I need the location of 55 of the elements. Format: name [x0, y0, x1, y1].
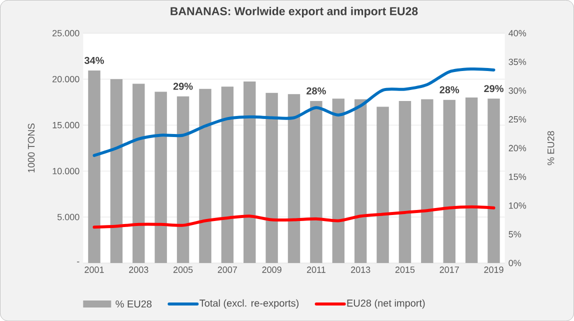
- y2-tick-label: 0%: [508, 260, 522, 266]
- bar: [421, 99, 434, 263]
- x-tick-label: 2003: [129, 266, 148, 273]
- legend-label: Total (excl. re-exports): [200, 299, 298, 309]
- bar: [110, 79, 123, 263]
- x-tick-label: 2017: [440, 266, 459, 273]
- y-tick-label: 20.000: [52, 76, 80, 82]
- bar: [465, 97, 478, 263]
- line-series: [92, 205, 496, 229]
- bar: [176, 96, 190, 263]
- x-tick-label: 2009: [262, 266, 282, 273]
- data-label: 29%: [484, 85, 504, 92]
- y-tick-label: 10.000: [52, 168, 80, 174]
- bar: [488, 98, 500, 263]
- x-tick-label: 2007: [218, 266, 237, 273]
- bar: [221, 86, 234, 263]
- bar: [266, 92, 278, 263]
- y2-tick-label: 30%: [508, 87, 526, 94]
- y2-tick-label: 40%: [508, 30, 526, 36]
- y-tick-label: 15.000: [52, 122, 80, 128]
- y-tick-label: 25.000: [52, 30, 80, 36]
- data-label: 29%: [173, 82, 193, 90]
- data-label: 34%: [84, 56, 104, 64]
- x-tick-label: 2001: [84, 266, 104, 273]
- y-axis-title: 1000 TONS: [28, 123, 35, 172]
- x-tick-label: 2015: [395, 266, 415, 273]
- x-tick-label: 2019: [484, 266, 504, 273]
- legend-label: EU28 (net import): [347, 299, 425, 309]
- data-label: 28%: [440, 86, 460, 94]
- bar: [199, 88, 212, 263]
- legend-label: % EU28: [116, 300, 152, 308]
- y2-tick-label: 10%: [509, 202, 526, 209]
- y2-tick-label: 20%: [508, 144, 526, 152]
- y2-tick-label: 25%: [508, 116, 526, 122]
- bar: [154, 92, 167, 263]
- bar: [132, 84, 145, 263]
- data-label: 28%: [306, 87, 326, 94]
- bar: [88, 70, 100, 263]
- x-tick-label: 2013: [351, 266, 370, 273]
- y2-tick-label: 5%: [508, 231, 522, 238]
- bar: [376, 106, 389, 263]
- y-tick-label: 5.000: [57, 214, 80, 220]
- bar: [244, 81, 256, 263]
- y2-axis-title: % EU28: [547, 131, 554, 166]
- x-tick-label: 2005: [173, 266, 193, 273]
- bar: [310, 100, 322, 263]
- chart-title: BANANAS: Worlwide export and import EU28: [170, 6, 418, 18]
- bar: [288, 94, 300, 263]
- bar: [332, 98, 344, 263]
- y2-tick-label: 35%: [508, 58, 526, 66]
- bar: [398, 100, 412, 263]
- bar: [354, 99, 367, 263]
- x-tick-label: 2011: [306, 266, 326, 273]
- y2-tick-label: 15%: [509, 174, 526, 180]
- bar: [443, 100, 456, 263]
